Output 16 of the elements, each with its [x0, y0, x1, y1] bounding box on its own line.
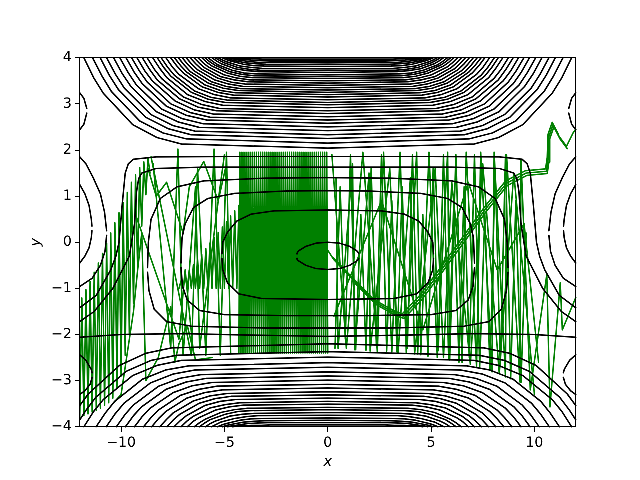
- y-tick-label: −3: [51, 372, 72, 389]
- x-tick-label: −10: [106, 435, 136, 452]
- y-tick-label: −4: [51, 418, 72, 435]
- y-tick-label: 0: [63, 234, 72, 250]
- x-tick-label: −5: [214, 435, 235, 452]
- y-tick-label: −2: [51, 326, 72, 342]
- y-axis-title: y: [28, 238, 44, 248]
- y-tick-label: 2: [63, 142, 72, 158]
- x-tick-label: 10: [526, 435, 544, 452]
- y-tick-label: 3: [63, 96, 72, 112]
- x-axis-title: x: [322, 454, 333, 470]
- y-tick-label: −1: [51, 280, 72, 296]
- y-tick-label: 1: [63, 188, 72, 204]
- x-tick-label: 5: [426, 435, 436, 452]
- y-tick-label: 4: [63, 50, 72, 66]
- x-tick-label: 0: [324, 435, 332, 452]
